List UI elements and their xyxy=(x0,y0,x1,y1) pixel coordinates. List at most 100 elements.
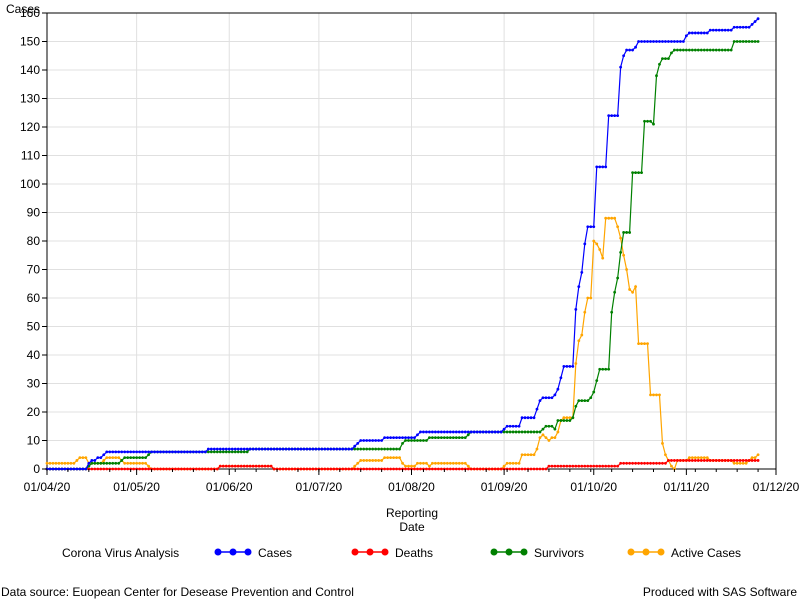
data-point-cases xyxy=(236,447,240,451)
y-tick-label: 160 xyxy=(20,6,40,20)
data-point-deaths xyxy=(717,459,721,462)
data-point-active-cases xyxy=(105,456,109,459)
data-point-active-cases xyxy=(368,459,372,462)
data-point-cases xyxy=(377,439,381,442)
data-point-deaths xyxy=(583,464,587,468)
data-point-deaths xyxy=(254,464,258,468)
data-point-survivors xyxy=(577,399,581,402)
data-point-deaths xyxy=(595,464,599,468)
data-point-deaths xyxy=(681,459,685,462)
data-point-cases xyxy=(699,31,703,35)
data-point-deaths xyxy=(434,467,437,471)
data-point-cases xyxy=(102,453,106,457)
data-point-cases xyxy=(595,165,599,169)
legend-marker-deaths xyxy=(351,548,359,556)
data-point-active-cases xyxy=(529,453,533,457)
x-tick-label: 01/10/20 xyxy=(570,480,617,494)
data-point-survivors xyxy=(147,453,150,457)
data-point-cases xyxy=(693,31,697,35)
data-point-deaths xyxy=(667,459,670,462)
data-point-active-cases xyxy=(649,393,652,397)
data-point-survivors xyxy=(684,48,688,52)
data-point-cases xyxy=(580,270,584,274)
data-point-survivors xyxy=(556,419,560,422)
data-point-cases xyxy=(248,447,252,451)
data-point-survivors xyxy=(416,439,419,442)
data-point-survivors xyxy=(126,456,130,459)
data-point-survivors xyxy=(380,447,384,451)
data-point-deaths xyxy=(535,467,539,471)
data-point-cases xyxy=(726,28,730,32)
data-point-deaths xyxy=(628,461,631,465)
data-point-active-cases xyxy=(550,436,554,440)
data-point-deaths xyxy=(529,467,533,471)
data-point-survivors xyxy=(436,436,440,440)
data-point-survivors xyxy=(362,447,366,451)
data-point-cases xyxy=(314,447,318,451)
footer-credit: Produced with SAS Software xyxy=(642,585,797,599)
data-point-deaths xyxy=(604,464,608,468)
data-point-survivors xyxy=(383,447,387,451)
data-point-cases xyxy=(744,25,748,29)
data-point-deaths xyxy=(643,461,646,465)
data-point-deaths xyxy=(741,459,745,462)
legend-marker-deaths xyxy=(366,548,374,556)
data-point-deaths xyxy=(353,467,357,471)
data-point-active-cases xyxy=(658,393,661,397)
data-point-deaths xyxy=(383,467,387,471)
data-point-deaths xyxy=(200,467,204,471)
data-point-cases xyxy=(434,430,437,434)
data-point-active-cases xyxy=(448,461,452,465)
data-point-cases xyxy=(493,430,497,434)
data-point-deaths xyxy=(550,464,554,468)
y-tick-label: 30 xyxy=(27,377,41,391)
data-point-cases xyxy=(673,40,676,43)
data-point-survivors xyxy=(571,416,575,420)
data-point-deaths xyxy=(439,467,443,471)
data-point-active-cases xyxy=(457,461,461,465)
data-point-active-cases xyxy=(466,464,470,468)
data-point-survivors xyxy=(359,447,363,451)
data-point-deaths xyxy=(305,467,309,471)
data-point-active-cases xyxy=(598,248,602,251)
data-point-deaths xyxy=(284,467,288,471)
data-point-active-cases xyxy=(568,416,572,420)
x-axis-title-line1: Reporting xyxy=(386,506,438,520)
data-point-active-cases xyxy=(607,216,611,220)
data-point-active-cases xyxy=(610,216,614,220)
data-point-survivors xyxy=(105,461,109,465)
data-point-deaths xyxy=(302,467,306,471)
data-point-cases xyxy=(520,416,524,420)
data-point-deaths xyxy=(574,464,578,468)
data-point-survivors xyxy=(141,456,145,459)
data-point-active-cases xyxy=(75,459,79,462)
data-point-active-cases xyxy=(738,461,742,465)
data-point-cases xyxy=(592,225,596,229)
data-point-survivors xyxy=(138,456,142,459)
data-point-deaths xyxy=(99,467,103,471)
data-point-cases xyxy=(407,436,410,440)
data-point-cases xyxy=(87,461,91,465)
data-point-cases xyxy=(601,165,605,169)
data-point-survivors xyxy=(129,456,133,459)
data-point-deaths xyxy=(756,459,760,462)
data-point-active-cases xyxy=(51,461,55,465)
data-point-deaths xyxy=(514,467,518,471)
data-point-survivors xyxy=(395,447,398,451)
data-point-cases xyxy=(586,225,590,229)
data-point-survivors xyxy=(535,430,539,434)
data-point-cases xyxy=(484,430,488,434)
data-point-cases xyxy=(132,450,136,454)
data-point-active-cases xyxy=(451,461,455,465)
data-point-cases xyxy=(383,436,387,440)
data-point-active-cases xyxy=(111,456,115,459)
data-point-cases xyxy=(365,439,369,442)
series-line-survivors xyxy=(47,40,759,470)
data-point-cases xyxy=(667,40,670,43)
data-point-survivors xyxy=(431,436,434,440)
data-point-active-cases xyxy=(544,436,548,440)
data-point-active-cases xyxy=(574,362,578,365)
data-point-survivors xyxy=(559,419,563,422)
data-point-deaths xyxy=(652,461,655,465)
y-tick-label: 40 xyxy=(27,348,41,362)
